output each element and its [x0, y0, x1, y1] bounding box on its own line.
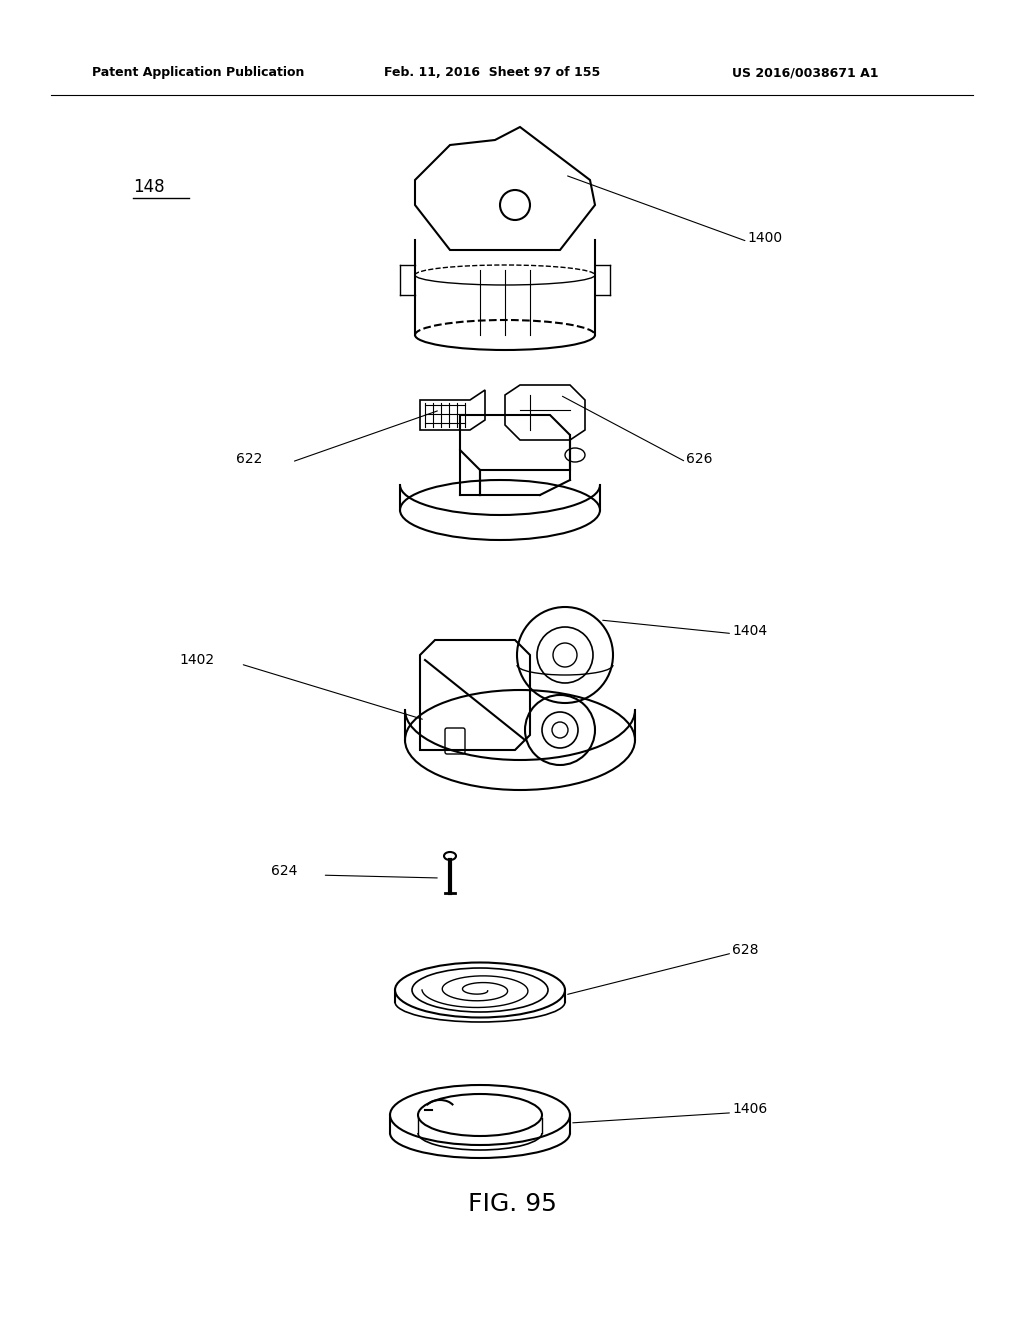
Text: 1406: 1406	[732, 1102, 767, 1115]
Text: Feb. 11, 2016  Sheet 97 of 155: Feb. 11, 2016 Sheet 97 of 155	[384, 66, 600, 79]
Text: 1402: 1402	[179, 653, 214, 667]
Text: FIG. 95: FIG. 95	[468, 1192, 556, 1216]
Text: 622: 622	[236, 453, 262, 466]
Text: Patent Application Publication: Patent Application Publication	[92, 66, 304, 79]
Text: 1400: 1400	[748, 231, 782, 244]
Text: 1404: 1404	[732, 624, 767, 638]
Text: 626: 626	[686, 453, 713, 466]
Text: 148: 148	[133, 178, 165, 197]
Text: 624: 624	[271, 865, 298, 878]
Text: US 2016/0038671 A1: US 2016/0038671 A1	[732, 66, 879, 79]
Text: 628: 628	[732, 944, 759, 957]
